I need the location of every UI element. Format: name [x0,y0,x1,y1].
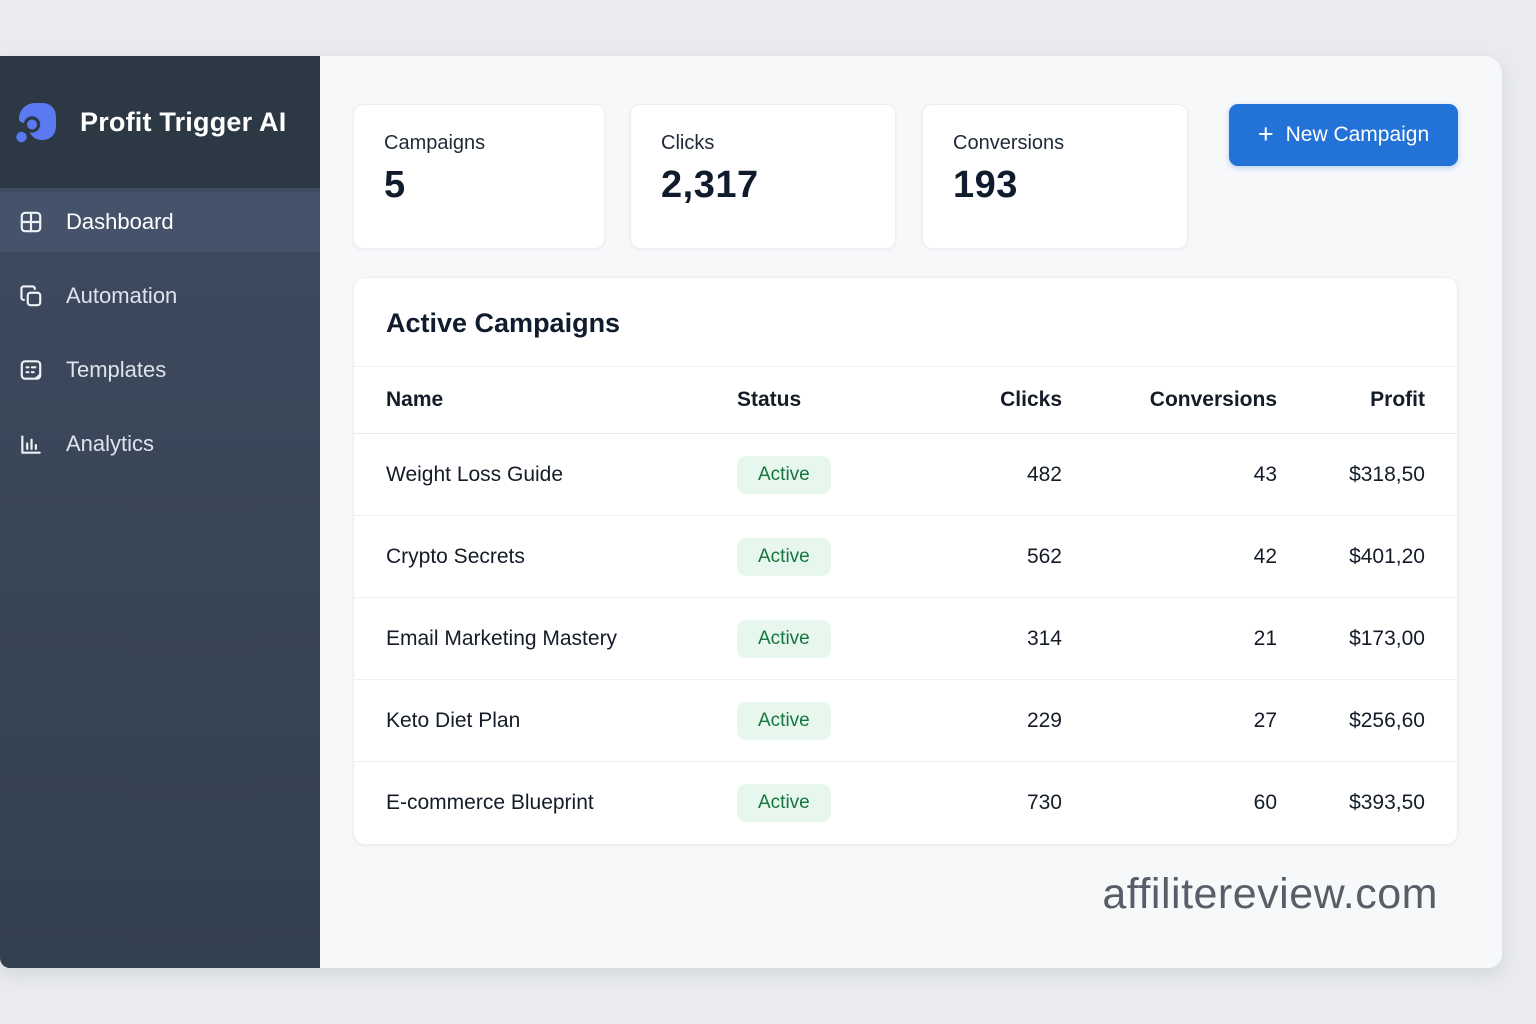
table-row[interactable]: Weight Loss Guide Active 482 43 $318,50 [354,434,1457,516]
stat-card-clicks: Clicks 2,317 [630,104,896,249]
dashboard-icon [18,209,44,235]
active-campaigns-card: Active Campaigns Name Status Clicks Conv… [353,277,1458,845]
stat-value: 193 [953,164,1018,206]
new-campaign-button[interactable]: + New Campaign [1229,104,1458,166]
automation-icon [18,283,44,309]
table-title: Active Campaigns [386,308,621,338]
conversions-value: 21 [1253,626,1277,650]
stat-value: 2,317 [661,164,759,206]
sidebar-item-label: Templates [66,357,167,382]
profit-value: $256,60 [1349,708,1425,732]
column-header-name: Name [386,388,444,411]
campaign-name: Email Marketing Mastery [386,626,618,650]
column-header-conversions: Conversions [1149,388,1277,411]
stat-card-campaigns: Campaigns 5 [353,104,605,249]
profit-value: $173,00 [1349,626,1425,650]
campaign-name: Crypto Secrets [386,544,525,568]
status-badge: Active [737,701,831,740]
plus-icon: + [1257,118,1274,149]
campaign-name: E-commerce Blueprint [386,791,594,814]
app-logo-icon [12,96,60,149]
clicks-value: 730 [1026,791,1062,814]
clicks-value: 482 [1026,462,1062,486]
templates-icon [18,357,44,383]
conversions-value: 43 [1253,462,1277,486]
table-row[interactable]: Crypto Secrets Active 562 42 $401,20 [354,516,1457,598]
conversions-value: 60 [1253,791,1277,814]
sidebar-item-dashboard[interactable]: Dashboard [0,192,320,252]
sidebar: Profit Trigger AI Dashboard [0,56,320,968]
analytics-icon [18,431,44,457]
sidebar-item-analytics[interactable]: Analytics [0,414,320,474]
table-header-row: Name Status Clicks Conversions Profit [354,366,1457,434]
new-campaign-label: New Campaign [1285,123,1430,146]
campaign-name: Keto Diet Plan [386,708,521,732]
stat-card-conversions: Conversions 193 [922,104,1188,249]
conversions-value: 27 [1253,708,1277,732]
app-title: Profit Trigger AI [80,106,287,137]
profit-value: $393,50 [1349,791,1425,814]
column-header-status: Status [737,388,802,411]
sidebar-item-label: Automation [66,283,178,308]
table-row[interactable]: Keto Diet Plan Active 229 27 $256,60 [354,680,1457,762]
clicks-value: 314 [1026,626,1062,650]
stat-value: 5 [384,164,406,206]
column-header-clicks: Clicks [1000,388,1062,411]
table-row[interactable]: E-commerce Blueprint Active 730 60 $393,… [354,762,1457,844]
sidebar-header: Profit Trigger AI [0,56,320,188]
status-badge: Active [737,537,831,576]
sidebar-nav: Dashboard Automation [0,188,320,474]
stats-row: Campaigns 5 Clicks 2,317 Conversions 193… [353,104,1458,249]
stat-label: Conversions [953,132,1065,154]
sidebar-item-label: Dashboard [66,209,174,234]
status-badge: Active [737,784,831,822]
status-badge: Active [737,619,831,658]
sidebar-item-templates[interactable]: Templates [0,340,320,400]
campaign-name: Weight Loss Guide [386,462,564,486]
profit-value: $401,20 [1349,544,1425,568]
conversions-value: 42 [1253,544,1277,568]
sidebar-item-label: Analytics [66,431,155,456]
main-content: Campaigns 5 Clicks 2,317 Conversions 193… [320,56,1502,968]
stat-label: Clicks [661,132,715,154]
clicks-value: 229 [1026,708,1062,732]
status-badge: Active [737,455,831,494]
stat-label: Campaigns [384,132,486,154]
table-row[interactable]: Email Marketing Mastery Active 314 21 $1… [354,598,1457,680]
column-header-profit: Profit [1370,388,1425,411]
clicks-value: 562 [1026,544,1062,568]
sidebar-item-automation[interactable]: Automation [0,266,320,326]
watermark-text: affilitereview.com [1102,870,1438,918]
profit-value: $318,50 [1349,462,1425,486]
app-window: Profit Trigger AI Dashboard [0,56,1502,968]
